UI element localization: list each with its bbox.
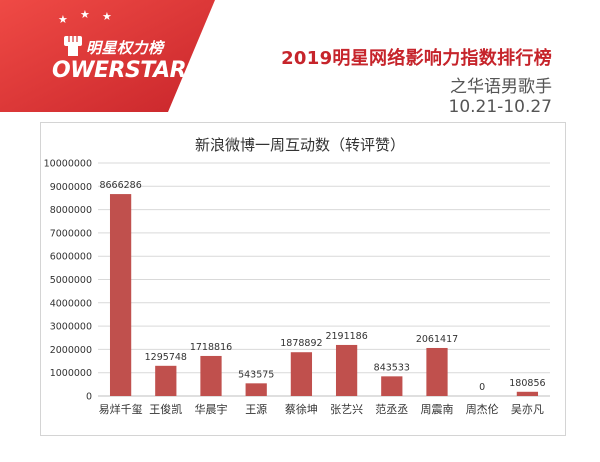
brand-name-en: OWERSTAR [52,58,187,83]
x-tick-label: 易烊千玺 [99,402,143,416]
x-tick-label: 张艺兴 [330,403,363,416]
x-tick-label: 周震南 [421,403,454,416]
x-tick-label: 范丞丞 [375,402,408,416]
bar [200,355,222,396]
data-label: 180856 [509,378,545,389]
bar [516,391,539,396]
y-tick-label: 9000000 [50,182,92,193]
page-subtitle: 之华语男歌手 [450,77,552,97]
data-label: 2191186 [325,331,367,342]
bar [290,352,313,396]
y-tick-label: 8000000 [50,205,92,216]
y-tick-label: 3000000 [50,322,92,333]
chart-title: 新浪微博一周互动数（转评赞） [194,136,405,154]
fist-icon [64,36,82,56]
logo-background [0,0,215,112]
y-tick-label: 10000000 [44,159,92,170]
data-label: 8666286 [99,180,141,191]
data-label: 1878892 [280,338,322,349]
bar [155,365,177,396]
bar [426,347,448,396]
star-icon: ★ [102,10,112,23]
data-label: 543575 [238,369,274,380]
header: ★ ★ ★ 明星权力榜 OWERSTAR 2019明星网络影响力指数排行榜 之华… [0,0,600,120]
bar [109,194,132,396]
y-tick-label: 0 [86,392,92,403]
x-tick-label: 蔡徐坤 [285,402,318,416]
x-tick-label: 王俊凯 [149,402,182,416]
y-tick-label: 1000000 [50,368,92,379]
y-tick-label: 6000000 [50,252,92,263]
y-tick-label: 2000000 [50,345,92,356]
data-label: 0 [479,382,485,393]
data-label: 1718816 [190,342,232,353]
data-label: 2061417 [416,334,458,345]
y-tick-label: 7000000 [50,228,92,239]
star-icon: ★ [80,8,90,21]
brand-name-cn: 明星权力榜 [86,39,164,57]
data-label: 1295748 [145,352,187,363]
page-title: 2019明星网络影响力指数排行榜 [281,48,552,69]
bar [245,383,267,396]
date-range: 10.21-10.27 [448,97,552,117]
y-tick-label: 5000000 [50,275,92,286]
bar [335,344,358,396]
star-icon: ★ [58,13,68,26]
data-label: 843533 [374,362,410,373]
x-tick-label: 吴亦凡 [511,402,544,416]
y-tick-label: 4000000 [50,298,92,309]
x-tick-label: 周杰伦 [466,402,499,416]
x-tick-label: 王源 [245,402,267,416]
x-tick-label: 华晨宇 [195,402,228,416]
bar [381,376,403,396]
